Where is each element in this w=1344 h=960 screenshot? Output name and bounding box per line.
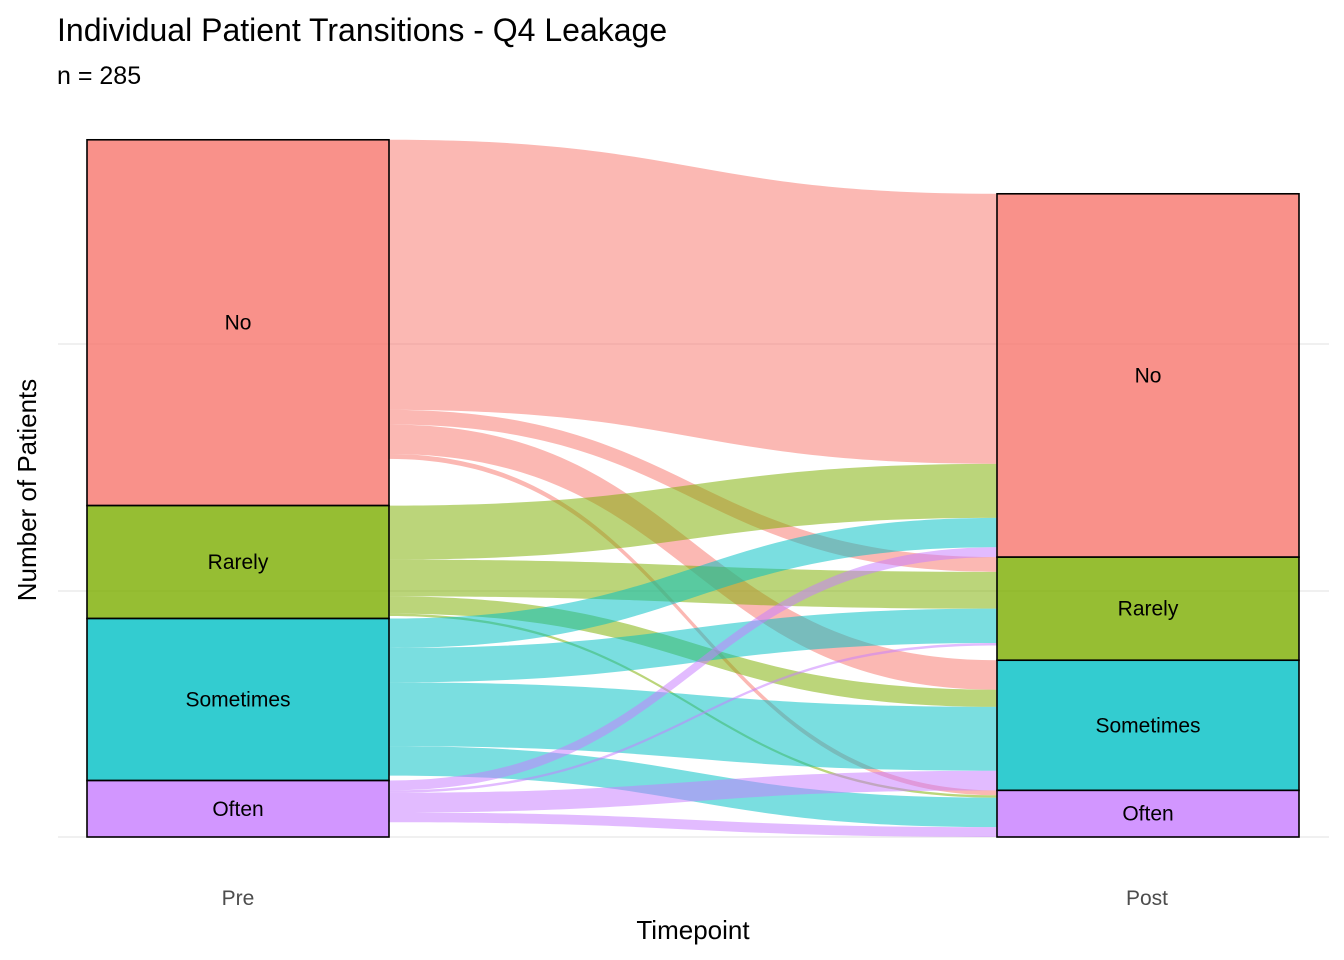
y-axis-title: Number of Patients xyxy=(12,379,42,602)
flow-often-to-no xyxy=(389,547,997,791)
stratum-layer: No Rarely Sometimes Often No Rarely Sometimes O… xyxy=(86,138,1300,838)
stratum-label-post-no: No xyxy=(1135,364,1162,387)
x-tick-pre: Pre xyxy=(222,887,255,910)
stratum-label-pre-no: No xyxy=(225,312,252,335)
flow-often-to-often xyxy=(389,812,997,837)
stratum-pre-sometimes xyxy=(86,617,390,782)
stratum-label-post-rarely: Rarely xyxy=(1118,598,1179,621)
flow-sometimes-to-rarely xyxy=(389,608,997,683)
flow-no-to-often xyxy=(389,454,997,796)
stratum-label-post-often: Often xyxy=(1122,803,1173,826)
stratum-post-often xyxy=(996,789,1300,838)
chart-subtitle: n = 285 xyxy=(57,62,141,90)
stratum-label-pre-often: Often xyxy=(212,798,263,821)
flow-layer xyxy=(389,139,997,837)
flow-often-to-sometimes xyxy=(389,770,997,813)
flow-no-to-sometimes xyxy=(389,424,997,690)
stratum-post-sometimes xyxy=(996,659,1300,792)
stratum-label-pre-rarely: Rarely xyxy=(208,551,269,574)
x-tick-post: Post xyxy=(1126,887,1168,910)
stratum-label-post-sometimes: Sometimes xyxy=(1095,714,1200,737)
stratum-label-pre-sometimes: Sometimes xyxy=(185,689,290,712)
chart-title: Individual Patient Transitions - Q4 Leak… xyxy=(57,12,667,48)
stratum-pre-often xyxy=(86,779,390,838)
stratum-pre-no xyxy=(86,138,390,507)
flow-sometimes-to-sometimes xyxy=(389,682,997,771)
flow-sometimes-to-no xyxy=(389,517,997,648)
flow-often-to-rarely xyxy=(389,643,997,793)
flow-rarely-to-no xyxy=(389,463,997,560)
x-axis-title: Timepoint xyxy=(636,915,750,945)
stratum-post-no xyxy=(996,192,1300,558)
stratum-pre-rarely xyxy=(86,504,390,620)
flow-no-to-no xyxy=(389,139,997,464)
